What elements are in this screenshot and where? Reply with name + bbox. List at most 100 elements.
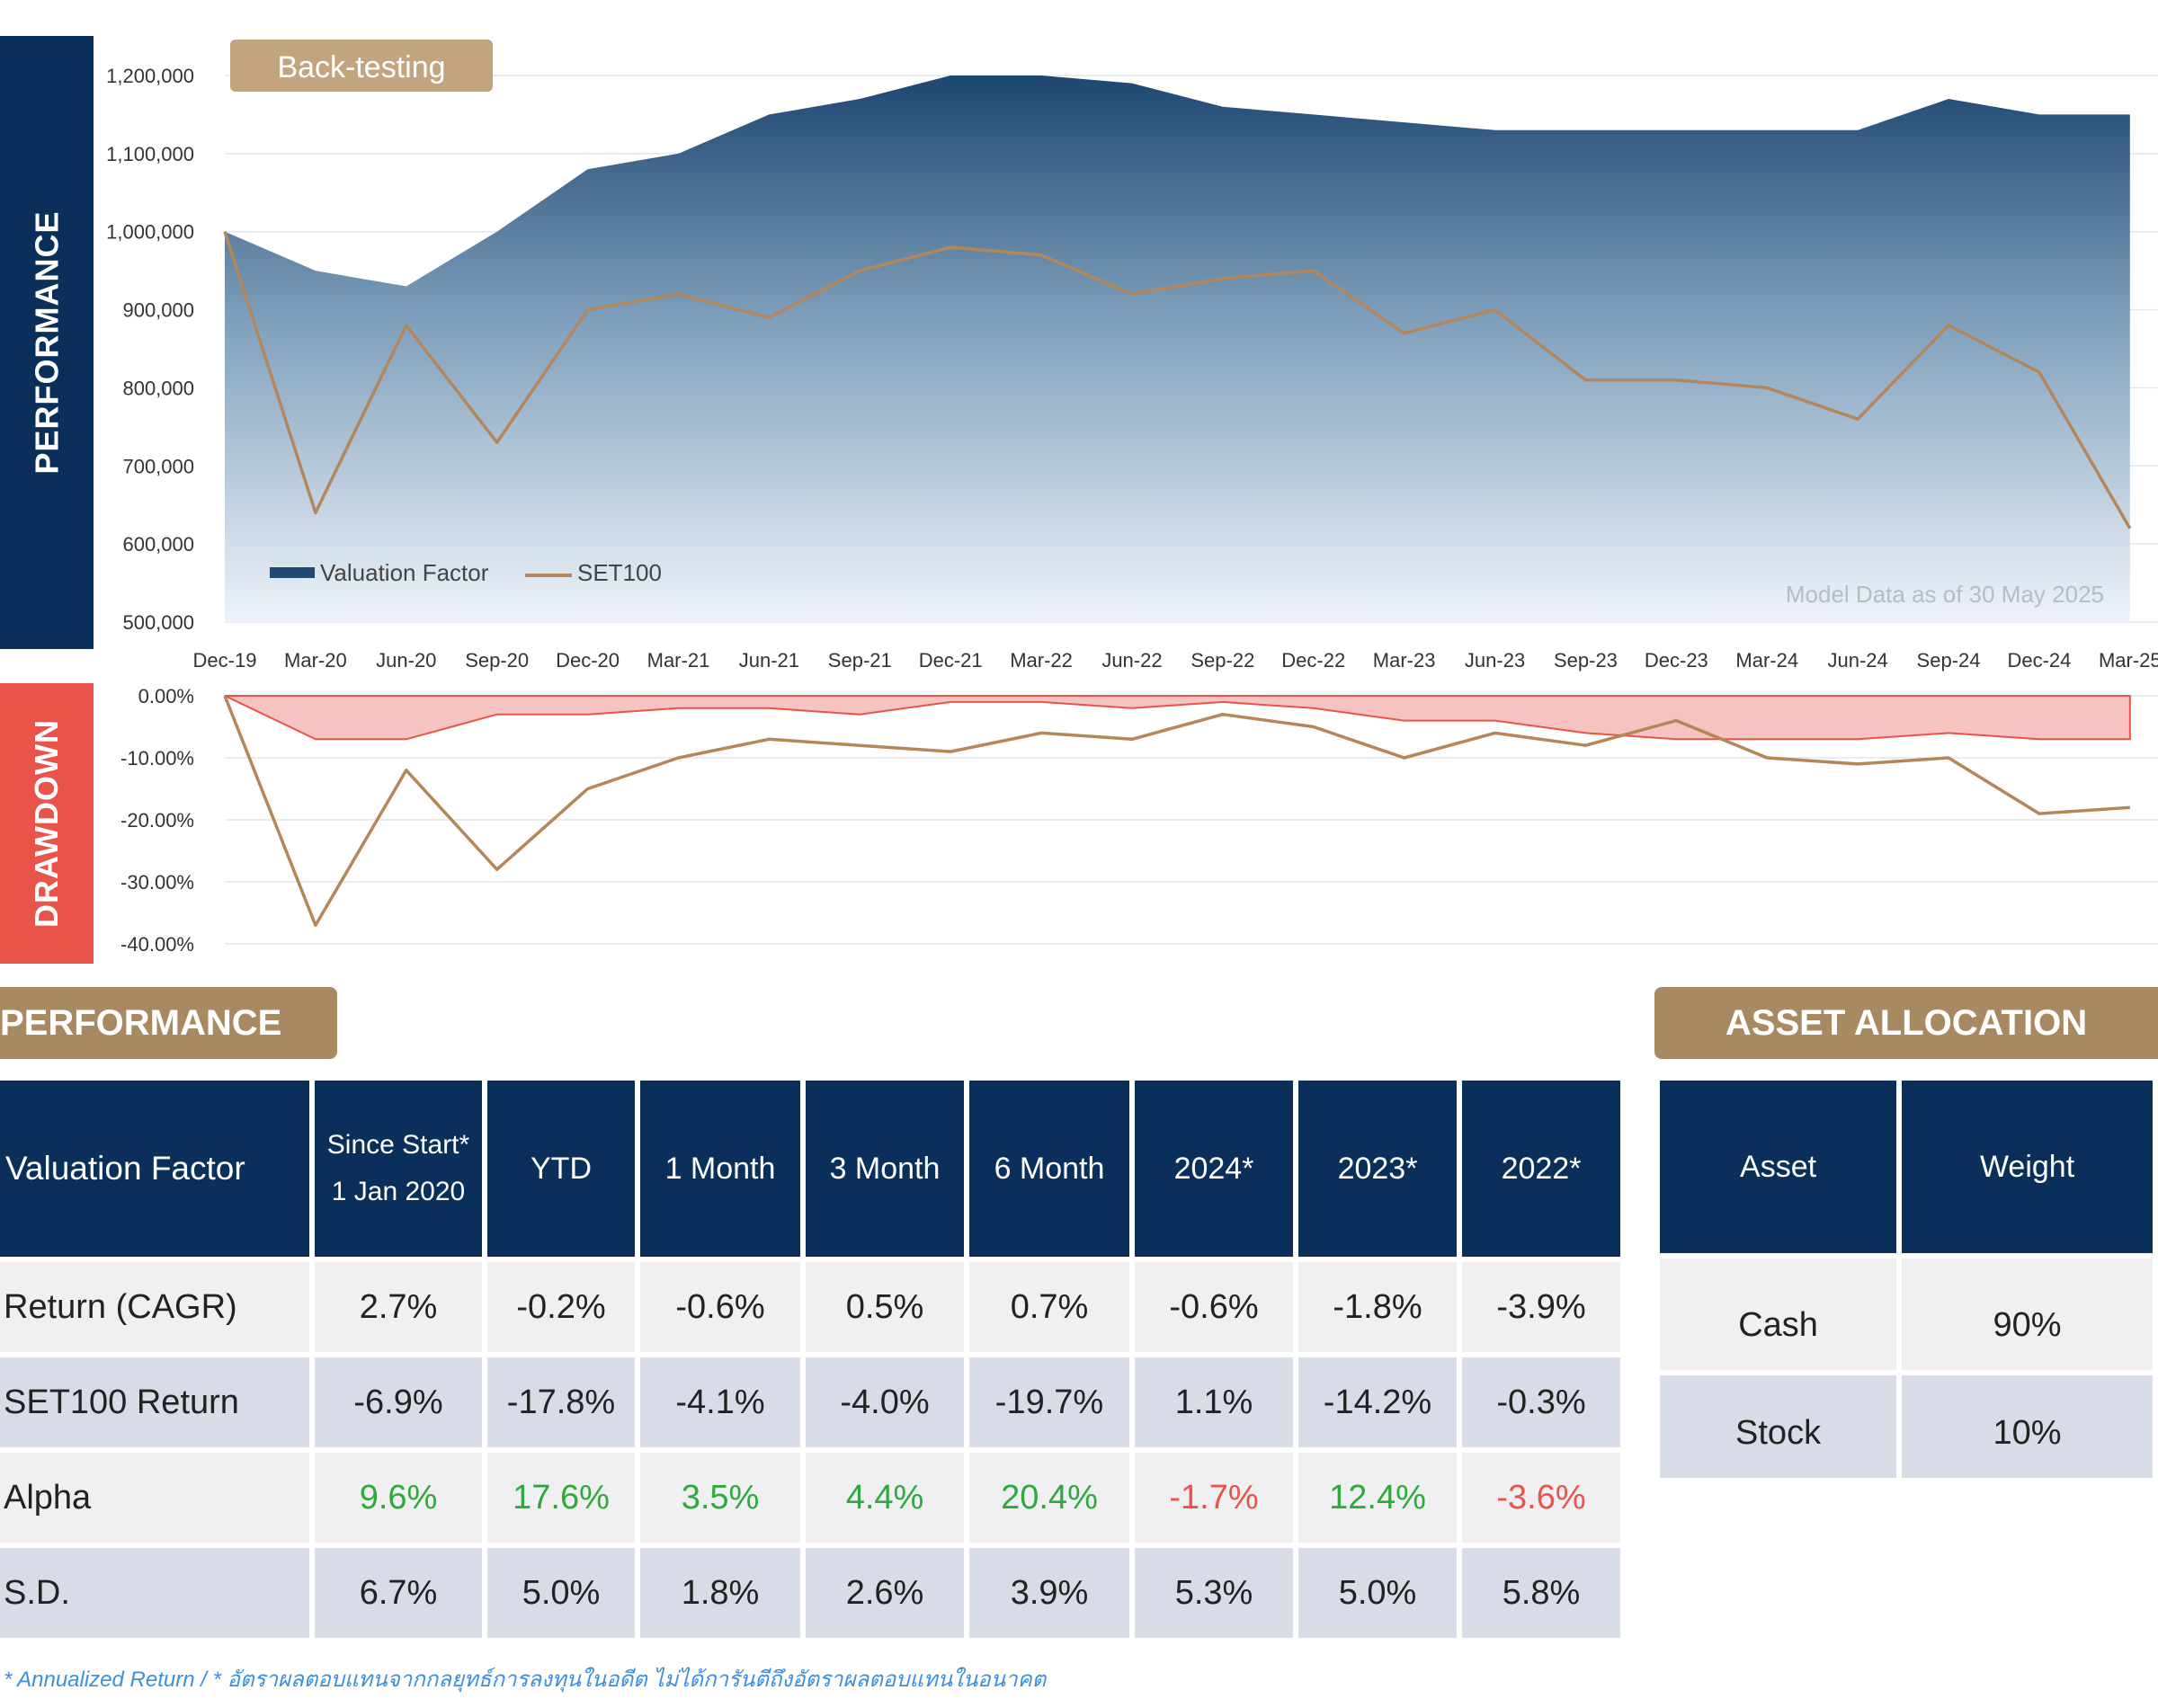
header-2024: 2024* [1135,1081,1293,1257]
series-valuation-factor-drawdown [224,695,2131,741]
legend-swatch-valuation-factor [270,567,315,578]
row-label: SET100 Return [0,1357,309,1447]
y-tick-label: 1,000,000 [106,221,194,244]
table-cell: 0.7% [969,1262,1129,1352]
model-data-note: Model Data as of 30 May 2025 [1786,581,2104,608]
header-since-start-line1: Since Start* [326,1130,470,1160]
table-cell: 1.8% [640,1548,800,1638]
table-cell: -19.7% [969,1357,1129,1447]
performance-section-title: PERFORMANCE [0,987,337,1059]
table-cell: 0.5% [806,1262,964,1352]
asset-allocation-header: Asset Weight [1660,1081,2153,1253]
backtest-badge-label: Back-testing [277,50,445,85]
header-valuation-factor: Valuation Factor [0,1081,309,1257]
table-cell: -0.6% [640,1262,800,1352]
performance-table: Valuation Factor Since Start* 1 Jan 2020… [0,1075,1626,1643]
y-tick-label: 600,000 [122,533,194,556]
allocation-weight: 90% [1902,1259,2153,1370]
series-set100-drawdown [223,695,2130,928]
asset-allocation-table: Asset Weight Cash 90% Stock 10% [1654,1075,2158,1483]
table-cell: 2.7% [315,1262,482,1352]
header-ytd: YTD [487,1081,635,1257]
table-cell: -3.9% [1462,1262,1620,1352]
row-label: Return (CAGR) [0,1262,309,1352]
performance-table-header: Valuation Factor Since Start* 1 Jan 2020… [0,1081,1620,1257]
row-label: S.D. [0,1548,309,1638]
table-cell: -6.9% [315,1357,482,1447]
performance-section-title-text: PERFORMANCE [0,1002,282,1043]
table-cell: 4.4% [806,1453,964,1543]
allocation-asset: Cash [1660,1259,1897,1370]
y-tick-label: 900,000 [122,299,194,322]
y-tick-label: 500,000 [122,611,194,634]
x-tick-label: Dec-19 [193,649,257,672]
x-tick-label: Dec-20 [556,649,620,672]
x-tick-label: Sep-23 [1554,649,1618,672]
table-cell: -3.6% [1462,1453,1620,1543]
header-since-start: Since Start* 1 Jan 2020 [315,1081,482,1257]
y-tick-label: -20.00% [120,809,194,832]
x-tick-label: Mar-24 [1735,649,1798,672]
x-tick-label: Mar-20 [284,649,347,672]
table-cell: 17.6% [487,1453,635,1543]
table-cell: 3.5% [640,1453,800,1543]
row-label: Alpha [0,1453,309,1543]
x-tick-label: Jun-22 [1101,649,1162,672]
allocation-asset: Stock [1660,1375,1897,1478]
table-cell: 3.9% [969,1548,1129,1638]
x-tick-label: Dec-23 [1645,649,1708,672]
x-tick-label: Jun-21 [739,649,799,672]
table-cell: -0.3% [1462,1357,1620,1447]
series-set100-line [223,231,2132,529]
y-tick-label: 1,100,000 [106,143,194,165]
x-tick-label: Mar-21 [647,649,710,672]
header-since-start-line2: 1 Jan 2020 [331,1177,466,1206]
table-cell: 5.0% [1298,1548,1457,1638]
table-cell: -17.8% [487,1357,635,1447]
table-cell: -1.7% [1135,1453,1293,1543]
table-cell: 9.6% [315,1453,482,1543]
y-tick-label: 1,200,000 [106,65,194,87]
performance-side-tab: PERFORMANCE [0,36,94,649]
drawdown-chart: 0.00% -10.00% -20.00% -30.00% -40.00% [120,685,2158,956]
table-cell: 6.7% [315,1548,482,1638]
asset-allocation-section-title-text: ASSET ALLOCATION [1725,1002,2088,1043]
x-tick-label: Jun-24 [1827,649,1887,672]
x-tick-label: Jun-23 [1465,649,1525,672]
x-tick-label: Sep-20 [465,649,529,672]
table-row: S.D. 6.7% 5.0% 1.8% 2.6% 3.9% 5.3% 5.0% 5.8% [0,1548,1620,1638]
x-tick-label: Dec-21 [919,649,983,672]
x-tick-label: Jun-20 [376,649,436,672]
x-tick-label: Sep-24 [1917,649,1981,672]
table-cell: 2.6% [806,1548,964,1638]
table-cell: 5.3% [1135,1548,1293,1638]
asset-allocation-section-title: ASSET ALLOCATION [1654,987,2158,1059]
x-tick-label: Mar-25 [2099,649,2158,672]
footnote: * Annualized Return / * อัตราผลตอบแทนจาก… [4,1668,1047,1692]
allocation-row-cash: Cash 90% [1660,1259,2153,1370]
legend-label-set100: SET100 [577,559,662,586]
x-tick-label: Sep-22 [1190,649,1254,672]
allocation-row-stock: Stock 10% [1660,1375,2153,1478]
y-tick-label: 800,000 [122,377,194,399]
table-cell: -0.6% [1135,1262,1293,1352]
table-cell: -14.2% [1298,1357,1457,1447]
table-row: Return (CAGR) 2.7% -0.2% -0.6% 0.5% 0.7% -0.6%… [0,1262,1620,1352]
table-cell: 5.0% [487,1548,635,1638]
table-cell: 1.1% [1135,1357,1293,1447]
x-tick-label: Dec-24 [2007,649,2071,672]
y-tick-label: -30.00% [120,871,194,894]
x-tick-label: Dec-22 [1281,649,1345,672]
allocation-weight: 10% [1902,1375,2153,1478]
header-6-month: 6 Month [969,1081,1129,1257]
table-cell: 12.4% [1298,1453,1457,1543]
y-tick-label: 0.00% [138,685,194,707]
table-row: Alpha 9.6% 17.6% 3.5% 4.4% 20.4% -1.7% 12.4% -3.… [0,1453,1620,1543]
header-asset: Asset [1660,1081,1897,1253]
table-cell: 5.8% [1462,1548,1620,1638]
performance-chart: 500,000 600,000 700,000 800,000 900,000 1,000… [106,40,2158,672]
table-cell: -4.0% [806,1357,964,1447]
backtest-badge [230,40,493,92]
x-tick-label: Sep-21 [828,649,892,672]
table-cell: -4.1% [640,1357,800,1447]
